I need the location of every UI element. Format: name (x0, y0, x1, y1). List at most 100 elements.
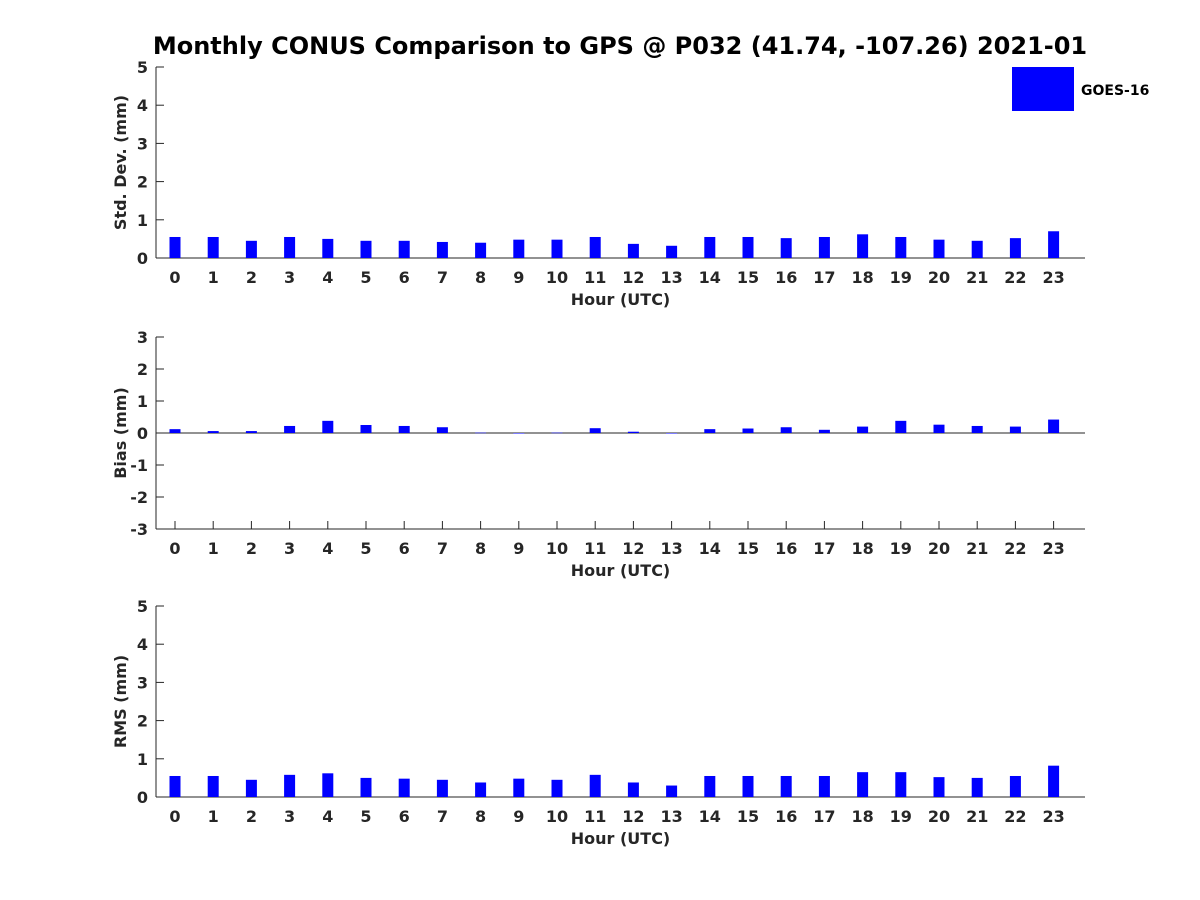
bar-std-dev-hour-22 (1009, 238, 1021, 258)
bar-rms-hour-8 (475, 782, 487, 797)
x-tick-label-bias: 1 (208, 539, 219, 558)
x-tick-label-std-dev: 12 (622, 268, 644, 287)
bar-rms-hour-0 (169, 775, 181, 797)
x-tick-label-std-dev: 17 (813, 268, 835, 287)
bar-bias-hour-23 (1048, 419, 1060, 433)
bar-std-dev-hour-5 (360, 240, 372, 258)
bar-rms-hour-21 (971, 777, 983, 797)
x-tick-label-std-dev: 16 (775, 268, 797, 287)
bar-std-dev-hour-0 (169, 236, 181, 258)
x-tick-label-rms: 1 (208, 807, 219, 826)
bar-std-dev-hour-2 (245, 240, 257, 258)
x-tick-label-bias: 8 (475, 539, 486, 558)
x-tick-label-std-dev: 22 (1004, 268, 1026, 287)
bar-bias-hour-5 (360, 425, 372, 433)
x-tick-label-rms: 22 (1004, 807, 1026, 826)
x-tick-label-rms: 16 (775, 807, 797, 826)
bar-std-dev-hour-13 (666, 245, 678, 258)
x-tick-label-std-dev: 3 (284, 268, 295, 287)
x-tick-label-bias: 20 (928, 539, 950, 558)
x-axis-label-bias: Hour (UTC) (571, 561, 671, 580)
bar-rms-hour-13 (666, 785, 678, 797)
legend-label: GOES-16 (1081, 83, 1149, 99)
x-tick-label-std-dev: 19 (890, 268, 912, 287)
x-tick-label-rms: 13 (660, 807, 682, 826)
x-tick-label-rms: 21 (966, 807, 988, 826)
x-tick-label-bias: 17 (813, 539, 835, 558)
x-tick-label-bias: 5 (360, 539, 371, 558)
x-tick-label-bias: 18 (851, 539, 873, 558)
x-tick-label-bias: 0 (169, 539, 180, 558)
bar-std-dev-hour-3 (284, 236, 296, 258)
x-tick-label-rms: 2 (246, 807, 257, 826)
x-tick-label-bias: 10 (546, 539, 568, 558)
bar-bias-hour-22 (1009, 426, 1021, 433)
bar-rms-hour-23 (1048, 765, 1060, 797)
bar-rms-hour-17 (818, 775, 830, 797)
bar-rms-hour-2 (245, 779, 257, 797)
x-tick-label-rms: 8 (475, 807, 486, 826)
y-tick-label-std-dev: 5 (137, 58, 148, 77)
x-tick-label-bias: 7 (437, 539, 448, 558)
bar-rms-hour-11 (589, 774, 601, 797)
y-tick-label-std-dev: 1 (137, 211, 148, 230)
x-tick-label-bias: 9 (513, 539, 524, 558)
x-tick-label-std-dev: 21 (966, 268, 988, 287)
x-tick-label-bias: 19 (890, 539, 912, 558)
x-tick-label-bias: 22 (1004, 539, 1026, 558)
bar-bias-hour-6 (398, 425, 410, 433)
x-tick-label-rms: 3 (284, 807, 295, 826)
x-tick-label-std-dev: 10 (546, 268, 568, 287)
x-tick-label-bias: 16 (775, 539, 797, 558)
bar-rms-hour-14 (704, 775, 716, 797)
bar-bias-hour-11 (589, 428, 601, 433)
x-tick-label-rms: 19 (890, 807, 912, 826)
bar-bias-hour-16 (780, 427, 792, 433)
x-tick-label-rms: 6 (399, 807, 410, 826)
x-axis-label-rms: Hour (UTC) (571, 829, 671, 848)
y-tick-label-bias: 2 (137, 360, 148, 379)
x-tick-label-std-dev: 6 (399, 268, 410, 287)
x-tick-label-rms: 18 (851, 807, 873, 826)
bar-bias-hour-7 (436, 427, 448, 433)
x-tick-label-bias: 15 (737, 539, 759, 558)
bar-std-dev-hour-8 (475, 242, 487, 258)
y-tick-label-rms: 0 (137, 788, 148, 807)
x-tick-label-std-dev: 13 (660, 268, 682, 287)
y-tick-label-std-dev: 3 (137, 134, 148, 153)
bar-rms-hour-18 (857, 772, 869, 797)
bar-std-dev-hour-19 (895, 236, 907, 258)
bar-std-dev-hour-21 (971, 240, 983, 258)
y-tick-label-std-dev: 4 (137, 96, 148, 115)
bar-rms-hour-12 (627, 782, 639, 797)
y-tick-label-bias: -1 (130, 456, 148, 475)
bar-std-dev-hour-6 (398, 240, 410, 258)
bar-rms-hour-22 (1009, 775, 1021, 797)
bar-std-dev-hour-20 (933, 239, 945, 258)
bar-bias-hour-21 (971, 425, 983, 433)
bar-bias-hour-19 (895, 420, 907, 433)
y-axis-label-std-dev: Std. Dev. (mm) (111, 95, 130, 230)
y-axis-label-bias: Bias (mm) (111, 387, 130, 479)
legend-swatch (1012, 67, 1074, 111)
y-tick-label-rms: 2 (137, 712, 148, 731)
y-axis-label-rms: RMS (mm) (111, 655, 130, 748)
y-tick-label-std-dev: 0 (137, 249, 148, 268)
bar-rms-hour-5 (360, 777, 372, 797)
x-tick-label-bias: 14 (699, 539, 721, 558)
bar-rms-hour-16 (780, 775, 792, 797)
chart-title: Monthly CONUS Comparison to GPS @ P032 (… (153, 32, 1087, 60)
x-tick-label-bias: 13 (660, 539, 682, 558)
y-tick-label-rms: 3 (137, 673, 148, 692)
x-tick-label-std-dev: 15 (737, 268, 759, 287)
y-tick-label-bias: 3 (137, 328, 148, 347)
x-tick-label-std-dev: 9 (513, 268, 524, 287)
x-tick-label-rms: 11 (584, 807, 606, 826)
bar-bias-hour-15 (742, 428, 754, 433)
bar-rms-hour-9 (513, 778, 525, 797)
x-tick-label-bias: 4 (322, 539, 333, 558)
bar-std-dev-hour-15 (742, 236, 754, 258)
bar-std-dev-hour-23 (1048, 231, 1060, 258)
